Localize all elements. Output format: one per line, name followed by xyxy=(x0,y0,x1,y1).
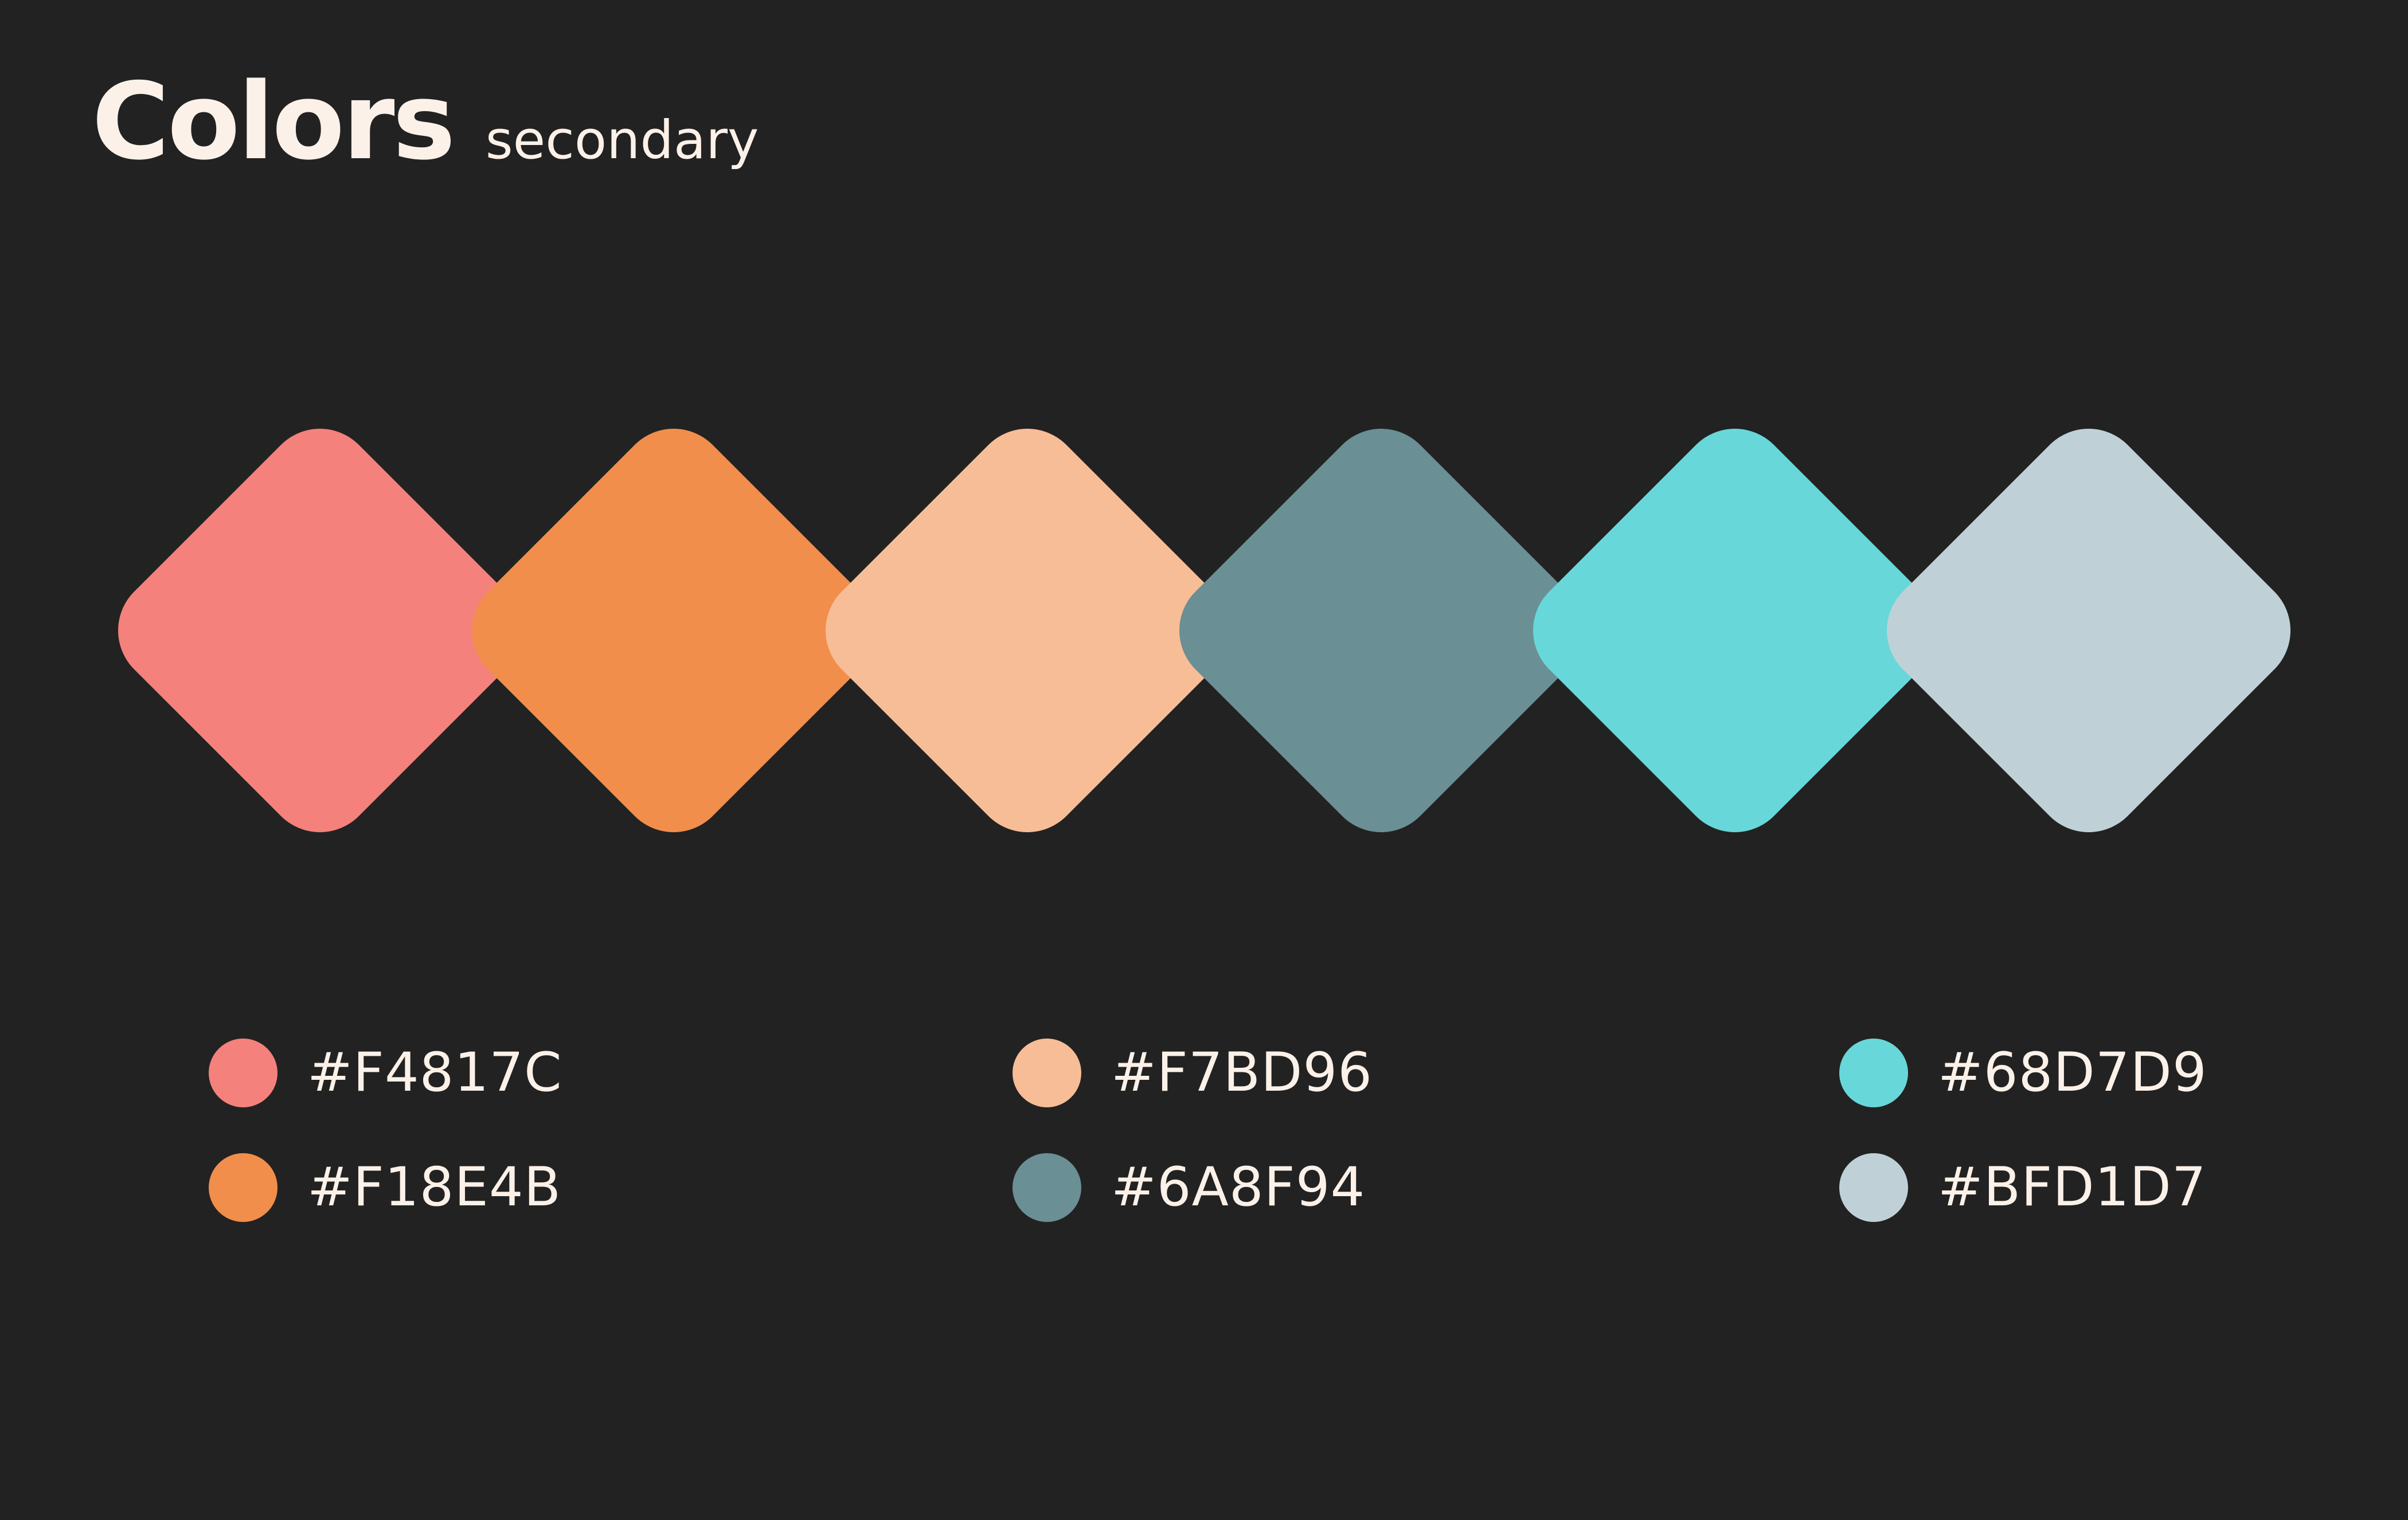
legend-item-6: #BFD1D7 xyxy=(1839,1153,2207,1222)
legend-label-5: #68D7D9 xyxy=(1938,1046,2207,1100)
legend-swatch-4 xyxy=(1013,1153,1081,1222)
legend-item-4: #6A8F94 xyxy=(1013,1153,1365,1222)
legend-item-5: #68D7D9 xyxy=(1839,1039,2207,1107)
legend-item-3: #F7BD96 xyxy=(1013,1039,1373,1107)
legend-label-6: #BFD1D7 xyxy=(1938,1161,2207,1215)
legend-item-1: #F4817C xyxy=(209,1039,562,1107)
legend-label-4: #6A8F94 xyxy=(1111,1161,1365,1215)
legend-swatch-1 xyxy=(209,1039,277,1107)
legend-item-2: #F18E4B xyxy=(209,1153,561,1222)
legend-swatch-2 xyxy=(209,1153,277,1222)
legend-label-2: #F18E4B xyxy=(307,1161,561,1215)
legend-label-3: #F7BD96 xyxy=(1111,1046,1373,1100)
legend-swatch-5 xyxy=(1839,1039,1908,1107)
legend-swatch-6 xyxy=(1839,1153,1908,1222)
swatch-diamond-6 xyxy=(1864,406,2313,855)
legend-label-1: #F4817C xyxy=(307,1046,562,1100)
legend-swatch-3 xyxy=(1013,1039,1081,1107)
